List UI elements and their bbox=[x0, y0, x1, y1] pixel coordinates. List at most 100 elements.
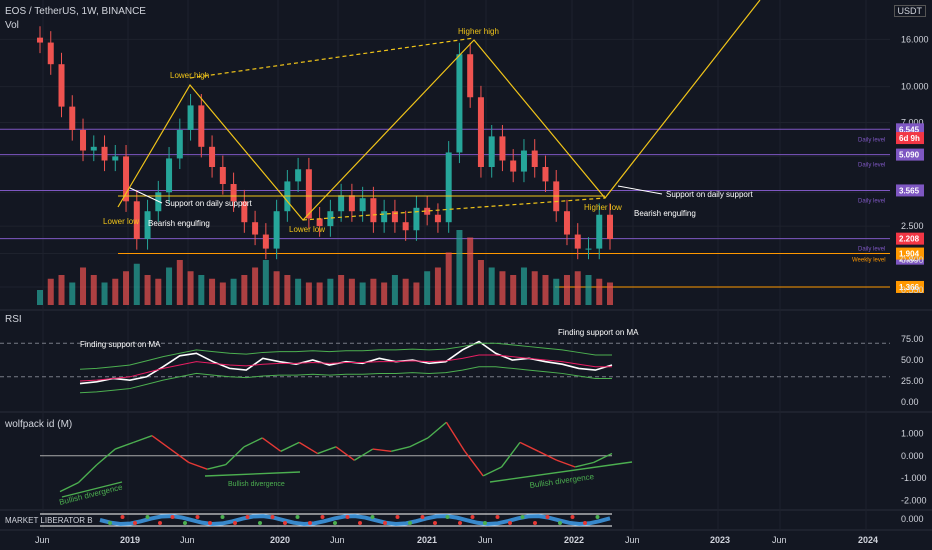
liberator-dot bbox=[370, 515, 375, 519]
wolf-segment bbox=[445, 421, 466, 452]
candle-body bbox=[542, 167, 549, 182]
wolf-segment bbox=[243, 437, 263, 448]
volume-bar bbox=[90, 275, 97, 305]
volume-bar bbox=[348, 278, 355, 305]
rsi-panel bbox=[0, 340, 890, 394]
liberator-dot bbox=[145, 515, 150, 519]
liberator-dot bbox=[270, 515, 275, 519]
liberator-dot bbox=[320, 515, 325, 519]
rsi-tick-label: 0.00 bbox=[901, 397, 919, 407]
candle-body bbox=[144, 211, 151, 240]
symbol-title: EOS / TetherUS, 1W, BINANCE bbox=[5, 6, 146, 17]
volume-bar bbox=[37, 290, 43, 305]
volume-bar bbox=[123, 271, 130, 305]
price-tag-label: 6d 9h bbox=[899, 134, 920, 143]
x-tick-label: Jun bbox=[180, 535, 195, 545]
candle-body bbox=[467, 54, 474, 98]
volume-bar bbox=[58, 275, 65, 305]
liberator-dot bbox=[545, 515, 550, 519]
price-tag-box bbox=[896, 148, 924, 161]
volume-bar bbox=[273, 271, 280, 305]
price-tick-label: 10.000 bbox=[901, 82, 929, 92]
volume-bar bbox=[413, 282, 420, 305]
wolf-segment bbox=[169, 448, 190, 464]
x-tick-label: Jun bbox=[35, 535, 50, 545]
volume-bar bbox=[542, 275, 549, 305]
wolfpack-panel bbox=[40, 421, 633, 498]
volume-bar bbox=[187, 271, 194, 305]
x-tick-label: 2021 bbox=[417, 535, 437, 545]
volume-bar bbox=[359, 282, 366, 305]
wolf-segment bbox=[501, 441, 521, 468]
candle-body bbox=[262, 234, 269, 249]
candle-body bbox=[488, 136, 495, 168]
wolf-segment bbox=[593, 452, 613, 464]
price-tick-label: 7.000 bbox=[901, 118, 924, 128]
wolf-segment bbox=[59, 482, 79, 493]
volume-bar bbox=[47, 278, 54, 305]
volume-bar bbox=[499, 271, 506, 305]
candle-body bbox=[381, 211, 388, 223]
wolf-segment bbox=[519, 441, 539, 452]
candle-body bbox=[58, 64, 65, 107]
rsi-tick-label: 50.00 bbox=[901, 355, 924, 365]
liberator-dot bbox=[258, 521, 262, 525]
liberator-dot bbox=[195, 515, 200, 519]
liberator-dot bbox=[233, 521, 237, 525]
candle-body bbox=[445, 152, 452, 223]
volume-bar bbox=[133, 263, 140, 305]
candle-body bbox=[563, 211, 570, 235]
candle-body bbox=[209, 146, 216, 168]
rsi-annotation: Finding support on MA bbox=[558, 328, 639, 337]
candle-body bbox=[402, 222, 409, 231]
liberator-dot bbox=[558, 521, 562, 525]
liberator-dot bbox=[520, 515, 525, 519]
divergence-annotation: Bullish divergence bbox=[58, 482, 124, 507]
candle-body bbox=[37, 37, 43, 43]
volume-bar bbox=[80, 267, 87, 305]
volume-bar bbox=[305, 282, 312, 305]
price-tag: 5.090 bbox=[896, 148, 924, 161]
divergence-line bbox=[61, 481, 123, 498]
wolf-segment bbox=[482, 466, 502, 477]
divergence-line bbox=[489, 461, 633, 483]
wolf-segment bbox=[133, 435, 153, 444]
currency-badge[interactable]: USDT bbox=[893, 5, 926, 17]
volume-bar bbox=[402, 278, 409, 305]
wolf-segment bbox=[317, 446, 337, 455]
volume-bar bbox=[241, 275, 248, 305]
rsi-label: RSI bbox=[5, 314, 22, 325]
wolfpack-label: wolfpack id (M) bbox=[5, 419, 73, 430]
volume-tick-label: 0.800 bbox=[901, 255, 924, 265]
wolf-segment bbox=[298, 441, 318, 455]
liberator-dot bbox=[583, 521, 587, 525]
price-tag-box bbox=[896, 247, 924, 260]
candle-body bbox=[531, 150, 538, 168]
candle-body bbox=[574, 234, 581, 249]
liberator-dot bbox=[483, 521, 487, 525]
volume-tick-label: 0.550 bbox=[901, 285, 924, 295]
liberator-panel bbox=[40, 513, 612, 527]
candle-body bbox=[499, 136, 506, 161]
volume-bar bbox=[338, 275, 345, 305]
wolf-segment bbox=[409, 437, 429, 448]
candle-body bbox=[133, 201, 140, 240]
candle-body bbox=[273, 211, 280, 249]
price-tag-box bbox=[896, 280, 924, 293]
candle-body bbox=[456, 54, 463, 153]
candle-body bbox=[230, 184, 237, 202]
pattern-annotation: Lower low bbox=[103, 217, 139, 226]
higher-low-trendline bbox=[302, 197, 606, 221]
volume-bar bbox=[477, 260, 484, 305]
level-label: Daily level bbox=[858, 137, 885, 143]
price-tag-box bbox=[896, 184, 924, 197]
candle-body bbox=[585, 248, 592, 250]
volume-bar bbox=[596, 278, 603, 305]
grid-layer bbox=[0, 0, 932, 531]
wolf-segment bbox=[372, 448, 392, 453]
support-arrow bbox=[617, 185, 663, 195]
pattern-annotation: Higher low bbox=[584, 203, 622, 212]
volume-bar bbox=[445, 252, 452, 305]
price-tag: 1.904 bbox=[896, 247, 924, 260]
volume-bar bbox=[295, 278, 302, 305]
